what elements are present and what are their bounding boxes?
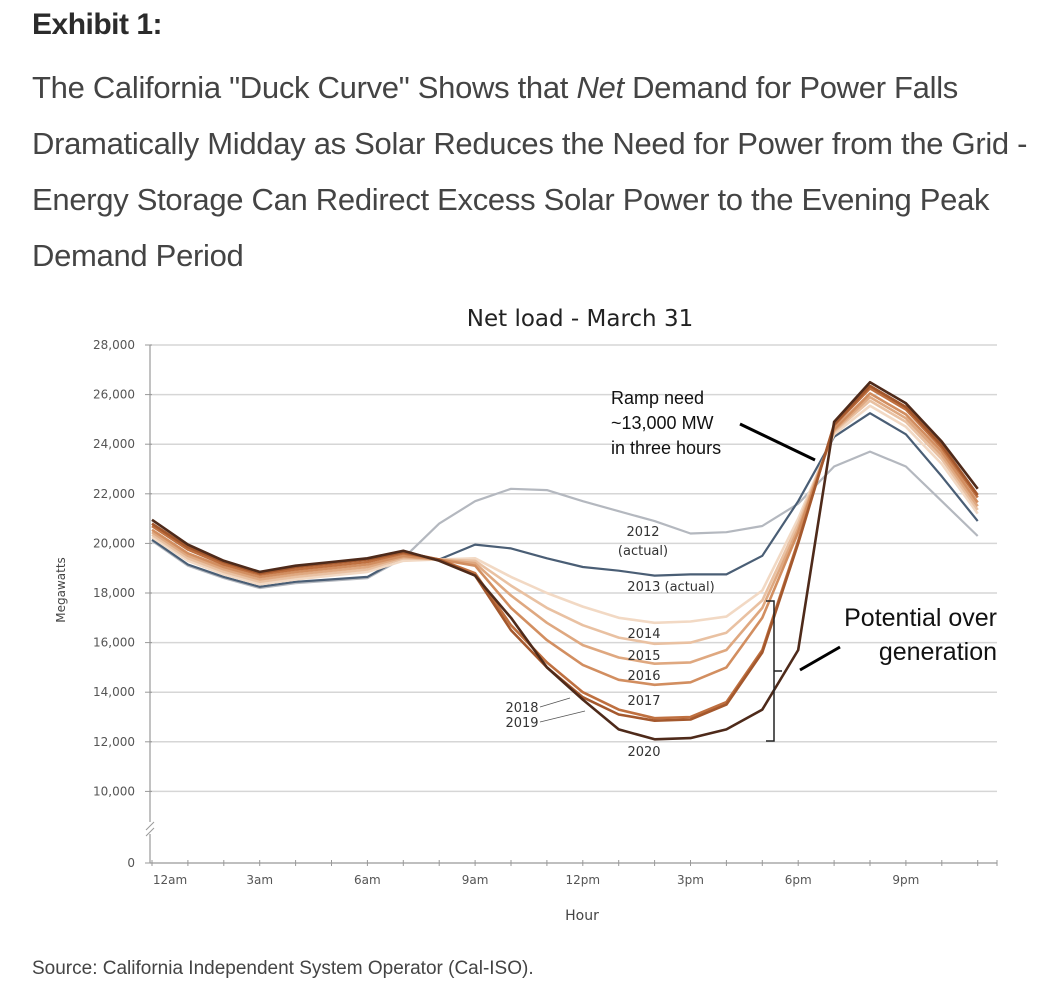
leader-line-2018 (539, 697, 571, 708)
y-tick-label: 10,000 (93, 784, 135, 798)
series-line-2017 (151, 392, 979, 687)
ramp-annotation-text: in three hours (611, 438, 721, 458)
series-line-2013 (151, 412, 979, 588)
duck-curve-chart: Net load - March 31 0 10,000 12,000 14,000 1… (54, 306, 998, 924)
y-tick-label: 0 (127, 856, 135, 870)
series-label: 2017 (627, 694, 660, 709)
x-axis: 12am 3am 6am 9am 12pm 3pm 6pm 9pm (150, 860, 998, 887)
series-label: 2014 (627, 627, 660, 642)
series-label: 2016 (627, 669, 660, 684)
overgen-annotation-text: Potential over (844, 604, 997, 632)
x-tick-label: 12pm (566, 873, 601, 887)
x-tick-label: 6pm (785, 873, 812, 887)
annotations: Ramp need ~13,000 MW in three hours Potenti… (611, 388, 997, 742)
y-tick-label: 12,000 (93, 735, 135, 749)
y-tick-label: 20,000 (93, 536, 135, 550)
series-line-2014 (151, 404, 979, 625)
axis-break-mark (145, 821, 155, 831)
series-line-2019 (151, 384, 979, 723)
y-tick-label: 22,000 (93, 487, 135, 501)
series-label: (actual) (618, 544, 668, 559)
x-tick-label: 9am (462, 873, 489, 887)
ramp-annotation-text: ~13,000 MW (611, 413, 714, 433)
y-tick-label: 18,000 (93, 586, 135, 600)
headline-text-post: Demand for Power Falls Dramatically Midd… (32, 70, 1028, 273)
exhibit-headline: The California "Duck Curve" Shows that N… (32, 60, 1052, 284)
overgen-annotation-text: generation (879, 638, 997, 666)
series-label: 2013 (actual) (627, 580, 714, 595)
y-axis: 0 10,000 12,000 14,000 16,000 18,000 20,000 22,… (93, 338, 155, 870)
x-tick-label: 3am (246, 873, 273, 887)
y-tick-label: 24,000 (93, 437, 135, 451)
x-axis-label: Hour (565, 908, 599, 924)
x-tick-label: 3pm (677, 873, 704, 887)
y-tick-label: 14,000 (93, 685, 135, 699)
ramp-pointer-line (739, 422, 816, 462)
y-axis-label: Megawatts (54, 557, 68, 623)
series-label: 2012 (626, 525, 659, 540)
series-line-2018 (151, 387, 979, 720)
series-label: 2020 (627, 745, 660, 760)
leader-line-2019 (539, 710, 586, 723)
series-label: 2015 (627, 649, 660, 664)
series-line-2020 (151, 380, 979, 741)
chart-title: Net load - March 31 (467, 306, 693, 332)
x-tick-label: 6am (354, 873, 381, 887)
overgen-bracket (766, 600, 782, 742)
y-tick-label: 16,000 (93, 636, 135, 650)
series-label: 2019 (505, 716, 538, 731)
series-lines (151, 380, 979, 741)
y-tick-label: 28,000 (93, 338, 135, 352)
ramp-annotation-text: Ramp need (611, 388, 704, 408)
headline-text-pre: The California "Duck Curve" Shows that (32, 70, 577, 105)
exhibit-label: Exhibit 1: (32, 8, 163, 41)
series-labels: 2012 (actual) 2013 (actual) 2014 2015 2016 201… (505, 525, 714, 760)
x-tick-label: 12am (153, 873, 187, 887)
gridlines (150, 344, 997, 793)
series-line-2012 (151, 450, 979, 590)
series-label: 2018 (505, 701, 538, 716)
source-note: Source: California Independent System Op… (32, 958, 534, 979)
y-tick-label: 26,000 (93, 388, 135, 402)
x-tick-label: 9pm (892, 873, 919, 887)
axis-break-mark (145, 827, 155, 837)
overgen-pointer-line (799, 645, 841, 672)
headline-text-emphasis: Net (576, 70, 624, 105)
